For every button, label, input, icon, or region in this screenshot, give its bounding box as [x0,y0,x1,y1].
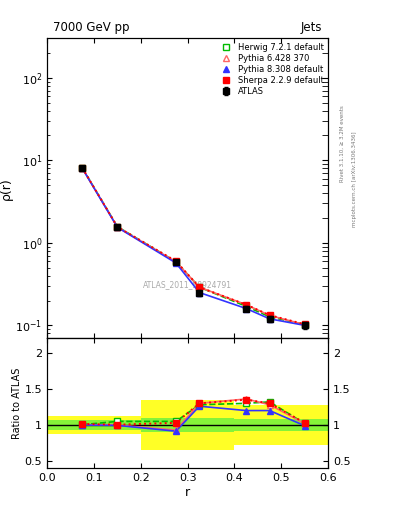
Sherpa 2.2.9 default [267,312,272,318]
Text: mcplots.cern.ch [arXiv:1306.3436]: mcplots.cern.ch [arXiv:1306.3436] [352,132,357,227]
Y-axis label: Ratio to ATLAS: Ratio to ATLAS [12,368,22,439]
Herwig 7.2.1 default [115,224,120,230]
Herwig 7.2.1 default [80,165,84,171]
Pythia 8.308 default [115,224,120,230]
Pythia 8.308 default [80,165,84,172]
X-axis label: r: r [185,486,190,499]
Pythia 6.428 370 [302,322,307,328]
Pythia 8.308 default [302,322,307,328]
Sherpa 2.2.9 default [197,284,202,290]
Sherpa 2.2.9 default [174,258,178,264]
Line: Sherpa 2.2.9 default: Sherpa 2.2.9 default [79,165,308,328]
Herwig 7.2.1 default [197,284,202,290]
Pythia 8.308 default [267,316,272,322]
Herwig 7.2.1 default [267,314,272,320]
Sherpa 2.2.9 default [302,321,307,327]
Sherpa 2.2.9 default [80,165,84,171]
Pythia 6.428 370 [267,312,272,318]
Sherpa 2.2.9 default [115,224,120,230]
Y-axis label: ρ(r): ρ(r) [0,177,13,200]
Line: Pythia 8.308 default: Pythia 8.308 default [79,165,308,329]
Herwig 7.2.1 default [174,259,178,265]
Pythia 6.428 370 [197,284,202,290]
Pythia 6.428 370 [244,302,248,308]
Pythia 6.428 370 [80,165,84,171]
Herwig 7.2.1 default [244,303,248,309]
Herwig 7.2.1 default [302,322,307,328]
Pythia 8.308 default [244,306,248,312]
Text: ATLAS_2011_S8924791: ATLAS_2011_S8924791 [143,280,232,289]
Pythia 6.428 370 [115,224,120,230]
Text: 7000 GeV pp: 7000 GeV pp [53,21,129,34]
Sherpa 2.2.9 default [244,302,248,308]
Pythia 8.308 default [174,260,178,266]
Line: Pythia 6.428 370: Pythia 6.428 370 [79,165,308,328]
Legend: Herwig 7.2.1 default, Pythia 6.428 370, Pythia 8.308 default, Sherpa 2.2.9 defau: Herwig 7.2.1 default, Pythia 6.428 370, … [215,41,326,98]
Line: Herwig 7.2.1 default: Herwig 7.2.1 default [79,165,308,328]
Text: Rivet 3.1.10, ≥ 3.2M events: Rivet 3.1.10, ≥ 3.2M events [340,105,345,182]
Pythia 8.308 default [197,289,202,295]
Text: Jets: Jets [301,21,323,34]
Pythia 6.428 370 [174,259,178,265]
